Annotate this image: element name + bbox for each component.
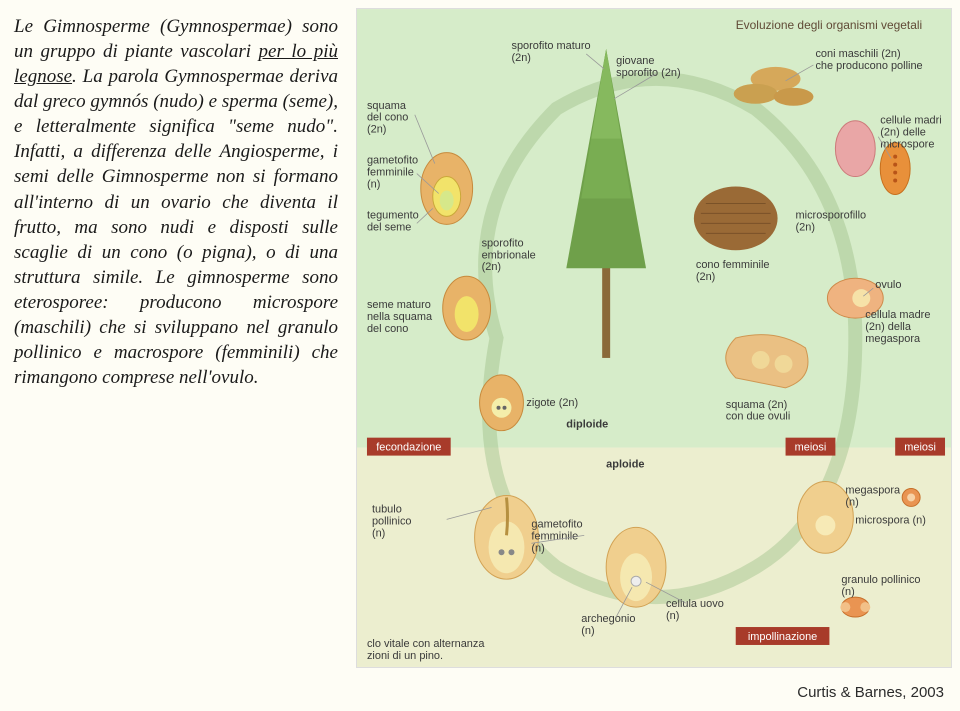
lbl-ovulo: ovulo xyxy=(875,279,901,291)
svg-text:meiosi: meiosi xyxy=(795,442,827,454)
credit: Curtis & Barnes, 2003 xyxy=(797,684,944,701)
fecondazione-box: fecondazione xyxy=(367,438,451,456)
text-1c: . La parola Gymnospermae deriva dal grec… xyxy=(14,66,338,388)
pollen-tube-ovule xyxy=(475,495,539,579)
svg-text:impollinazione: impollinazione xyxy=(748,631,817,643)
meiosi-box-left: meiosi xyxy=(786,438,836,456)
meiosi-box-right: meiosi xyxy=(895,438,945,456)
lbl-aploide: aploide xyxy=(606,459,644,471)
diagram-header: Evoluzione degli organismi vegetali xyxy=(736,18,922,32)
seed-mature xyxy=(443,276,491,340)
svg-text:meiosi: meiosi xyxy=(904,442,936,454)
female-cone xyxy=(694,187,778,251)
seed-squama xyxy=(421,153,473,225)
lbl-zigote: zigote (2n) xyxy=(526,397,578,409)
lifecycle-diagram: Evoluzione degli organismi vegetali xyxy=(356,8,952,668)
archegonium-ovule xyxy=(606,527,666,607)
lbl-squama-ovuli: squama (2n)con due ovuli xyxy=(726,399,791,423)
impollinazione-box: impollinazione xyxy=(736,627,830,645)
pollen-grain xyxy=(840,597,870,617)
paragraph: Le Gimnosperme (Gymnospermae) sono un gr… xyxy=(14,14,338,390)
lbl-diploide: diploide xyxy=(566,419,608,431)
microspora xyxy=(902,488,920,506)
lbl-microspora: microspora (n) xyxy=(855,514,926,526)
svg-text:fecondazione: fecondazione xyxy=(376,442,441,454)
lbl-tegumento: tegumentodel seme xyxy=(367,209,419,233)
text-column: Le Gimnosperme (Gymnospermae) sono un gr… xyxy=(14,14,338,390)
zygote xyxy=(480,375,524,431)
